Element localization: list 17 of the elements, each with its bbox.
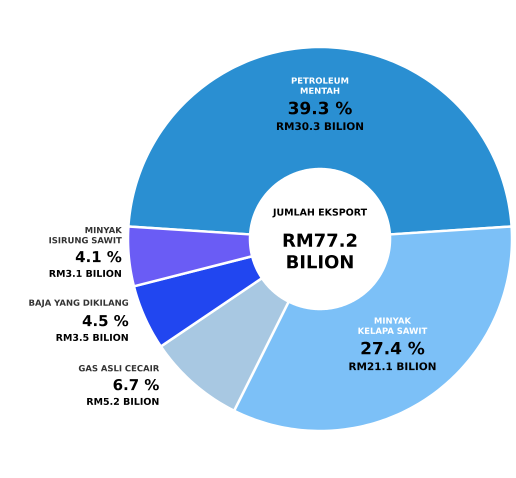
data-label: 4.1 % <box>76 250 122 262</box>
slice-label: PETROLEUM MENTAH <box>292 77 348 94</box>
text: RM77.2 BILION <box>284 233 356 269</box>
slice-label: GAS ASLI CECAIR <box>78 365 160 372</box>
text: JUMLAH EKSPORT <box>272 208 368 218</box>
data-label: 6.7 % <box>114 378 159 390</box>
text: RM3.5 BILION <box>56 334 128 341</box>
text: RM21.1 BILION <box>349 362 436 370</box>
data-label: 4.5 % <box>82 314 128 326</box>
data-label: 27.4 % <box>361 342 424 355</box>
data-label: 39.3 % <box>288 102 352 114</box>
slice-label: MINYAK ISIRUNG SAWIT <box>49 226 122 244</box>
text: RM5.2 BILION <box>87 398 158 405</box>
slice-label: MINYAK KELAPA SAWIT <box>358 317 428 334</box>
text: RM30.3 BILION <box>276 122 364 130</box>
slice-label: BAJA YANG DIKILANG <box>29 299 128 308</box>
text: RM3.1 BILION <box>50 270 121 277</box>
